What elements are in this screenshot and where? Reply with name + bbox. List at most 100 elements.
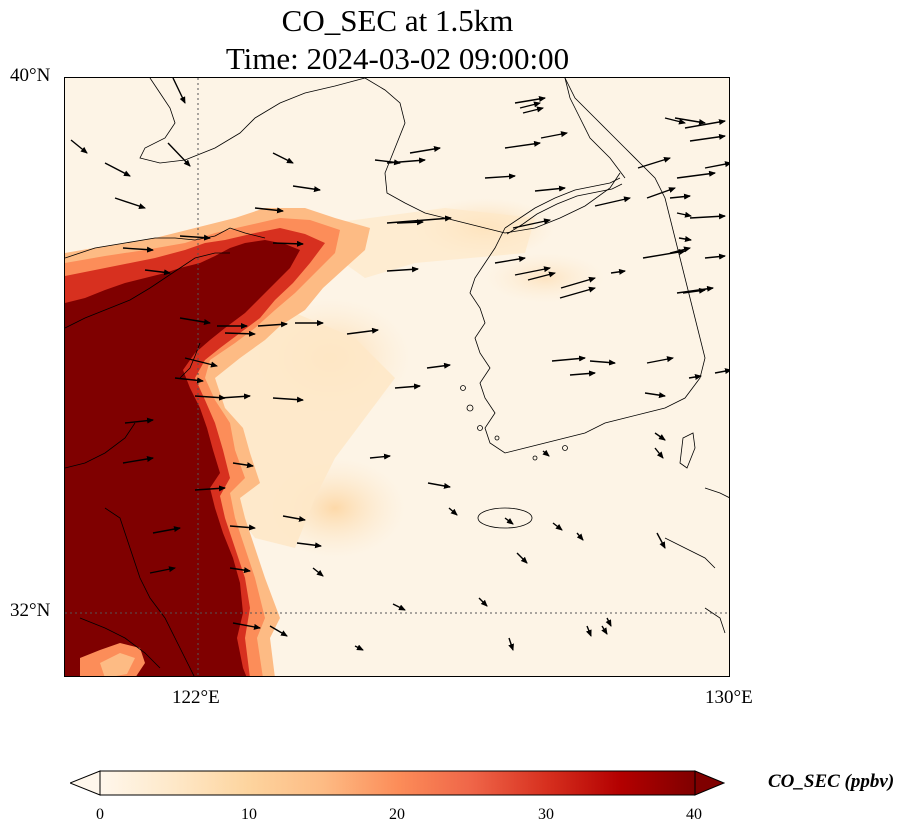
map-title-line1: CO_SEC at 1.5km [281,3,514,38]
wind-vector-arrow [114,197,146,209]
wind-vector-arrow [519,101,541,109]
wind-vector-arrow [664,117,686,125]
wind-vector-arrow [534,185,566,192]
colorbar-label: CO_SEC (ppbv) [768,771,895,792]
colorbar-gradient [70,770,725,796]
wind-vector-arrow [669,246,691,254]
wind-vector-arrow [522,106,544,114]
wind-vector-arrow [688,374,702,380]
wind-vector-arrow [689,133,726,142]
wind-vector-arrow [224,330,256,337]
wind-vector-arrow [386,157,426,164]
wind-vector-arrow [552,522,563,531]
wind-vector-arrow [122,246,154,253]
wind-vector-arrow [542,449,550,457]
wind-vector-arrow [426,362,451,369]
wind-vector-arrow [569,370,596,377]
wind-vector-arrow [312,567,324,577]
wind-vector-arrow [559,286,596,299]
wind-vector-arrow [689,213,726,220]
wind-vector-arrow [682,287,706,294]
wind-vector-arrow [409,146,441,154]
wind-vector-arrow [654,447,664,459]
wind-vector-arrow [484,173,516,180]
wind-vector-arrow [296,542,322,549]
wind-vector-arrow [551,355,586,362]
lat-tick-label-40n: 40°N [10,65,51,86]
coastlines [65,78,729,676]
wind-vector-arrow [714,368,729,375]
wind-vector-arrow [396,219,424,226]
colorbar-extend-max [694,770,725,796]
colorbar-tick-10: 10 [241,806,257,823]
wind-vector-arrow [392,603,406,611]
wind-vector-arrow [346,327,379,335]
map-panel [64,77,730,677]
wind-vector-arrow [167,142,191,167]
wind-vector-arrow [508,637,514,651]
wind-vectors [70,78,729,651]
wind-vector-arrow [504,517,514,525]
wind-vector-arrow [427,482,451,489]
wind-vector-arrow [272,396,304,403]
wind-vector-arrow [184,357,218,368]
wind-vector-arrow [386,266,419,273]
colorbar-tick-30: 30 [538,806,554,823]
wind-vector-arrow [656,532,666,549]
wind-vector-arrow [269,625,288,637]
wind-vector-arrow [152,526,181,534]
wind-vector-arrow [257,321,288,328]
colorbar-bar [99,770,696,796]
wind-vector-arrow [605,617,612,627]
wind-vector-arrow [229,524,256,531]
wind-vector-arrow [704,161,729,169]
co-field-plume [65,208,370,676]
wind-vector-arrow [676,211,692,218]
wind-vector-arrow [394,383,421,390]
colorbar [70,770,725,796]
wind-vector-arrow [504,140,541,149]
wind-vector-arrow [594,196,631,207]
wind-vector-arrow [194,485,226,492]
wind-vector-arrow [560,276,596,289]
wind-vector-arrow [676,285,714,294]
wind-vector-arrow [601,625,608,635]
map-title-line2: Time: 2024-03-02 09:00:00 [225,41,570,76]
wind-vector-arrow [704,253,726,260]
wind-vector-arrow [124,417,154,424]
map-canvas [65,78,729,676]
wind-vector-arrow [644,392,666,399]
wind-vector-arrow [589,359,616,366]
lon-tick-label-122e: 122°E [172,687,220,708]
colorbar-tick-40: 40 [686,806,702,823]
wind-vector-arrow [149,566,176,574]
wind-vector-arrow [272,240,304,247]
wind-vector-arrow [527,271,556,281]
wind-vector-arrow [354,644,364,651]
wind-vector-arrow [254,207,284,214]
wind-vector-arrow [292,185,321,193]
wind-vector-arrow [494,256,526,264]
wind-vector-arrow [219,393,251,400]
wind-vector-arrow [144,269,171,276]
wind-vector-arrow [585,625,592,637]
wind-vector-arrow [272,152,294,164]
wind-vector-arrow [70,139,88,154]
lat-tick-label-32n: 32°N [10,600,51,621]
wind-vector-arrow [610,268,626,275]
wind-vector-arrow [122,456,154,464]
lon-tick-label-130e: 130°E [705,687,753,708]
wind-vector-arrow [174,377,204,384]
wind-vector-arrow [229,567,251,574]
wind-vector-arrow [540,131,568,139]
wind-vector-arrow [684,119,726,129]
wind-vector-arrow [514,96,546,104]
wind-vector-arrow [232,622,261,630]
wind-vector-arrow [646,356,674,364]
wind-vector-arrow [678,236,692,242]
wind-vector-arrow [654,432,666,441]
colorbar-tick-0: 0 [96,806,104,823]
wind-vector-arrow [179,234,211,241]
wind-vector-arrow [637,156,671,169]
wind-vector-arrow [232,462,254,469]
